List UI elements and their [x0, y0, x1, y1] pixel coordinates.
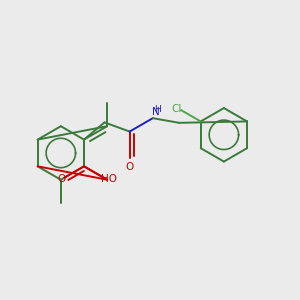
Text: H: H	[154, 105, 161, 114]
Text: N: N	[152, 107, 160, 117]
Text: HO: HO	[101, 174, 117, 184]
Text: O: O	[57, 175, 65, 184]
Text: Cl: Cl	[171, 104, 182, 115]
Text: O: O	[125, 162, 134, 172]
